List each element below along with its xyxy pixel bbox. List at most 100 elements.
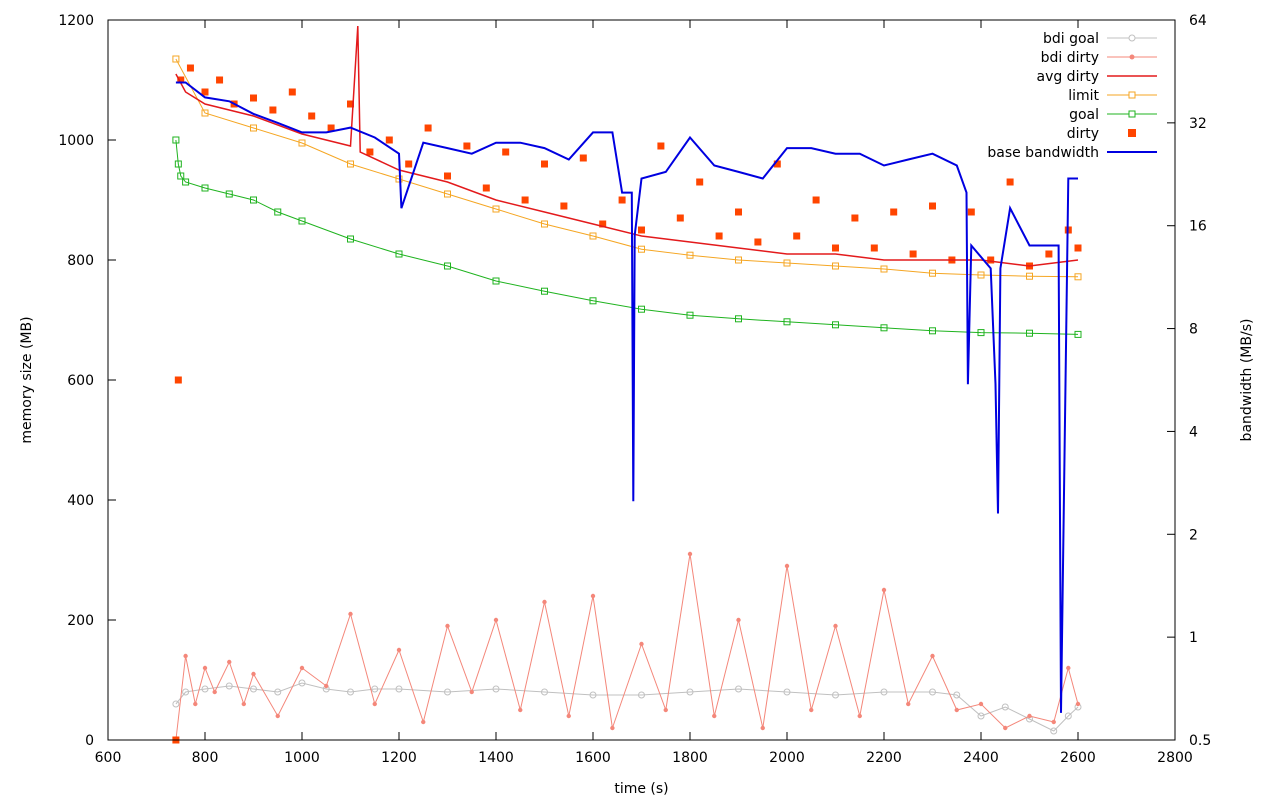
data-point: [754, 238, 762, 246]
data-point: [639, 641, 644, 647]
data-point: [541, 688, 548, 696]
data-point: [1026, 329, 1033, 337]
data-point: [492, 685, 500, 693]
y2-tick-label: 8: [1189, 322, 1198, 338]
plot-frame: [107, 19, 1176, 741]
data-point: [275, 713, 280, 719]
data-point: [870, 244, 878, 252]
data-point: [395, 685, 403, 693]
data-point: [241, 701, 246, 707]
data-point: [1074, 273, 1082, 281]
series-line-goal: [175, 139, 1079, 335]
data-point: [687, 551, 693, 557]
legend-label: bdi goal: [1043, 31, 1099, 47]
series-line-bdi-goal: [175, 682, 1079, 732]
data-point: [715, 232, 723, 240]
data-point: [385, 136, 393, 144]
data-point: [250, 685, 257, 693]
data-point: [906, 701, 911, 707]
data-point: [1003, 725, 1008, 731]
data-point: [366, 148, 374, 156]
data-point: [298, 679, 306, 687]
data-point: [1051, 719, 1056, 725]
data-point: [172, 136, 180, 144]
data-point: [186, 64, 194, 72]
series-line-avg-dirty: [175, 25, 1079, 267]
data-point: [493, 617, 499, 623]
data-point: [348, 611, 353, 617]
data-point: [308, 112, 316, 120]
data-point: [929, 269, 936, 277]
data-point: [251, 671, 256, 677]
data-point: [502, 148, 510, 156]
legend-marker: [1129, 54, 1135, 60]
data-point: [541, 160, 548, 168]
data-point: [250, 124, 257, 132]
data-point: [1074, 330, 1082, 338]
series-avg-dirty: [175, 25, 1079, 267]
data-point: [929, 327, 936, 335]
data-point: [881, 587, 887, 593]
data-point: [424, 124, 432, 132]
data-point: [1026, 272, 1033, 280]
legend-label: limit: [1068, 88, 1099, 104]
data-point: [773, 160, 781, 168]
data-point: [216, 76, 224, 84]
data-point: [201, 109, 209, 117]
tick-labels: 600 800 1000 1200 1400 1600 1800 2000 2200 2400 26…: [58, 13, 1211, 766]
plot-area: [172, 25, 1082, 744]
data-point: [793, 232, 801, 240]
y2-tick-label: 64: [1189, 13, 1207, 29]
data-point: [832, 321, 839, 329]
x-tick-label: 1600: [575, 750, 611, 766]
data-point: [929, 202, 936, 210]
data-point: [638, 691, 645, 699]
legend-marker: [1128, 34, 1136, 42]
data-point: [760, 725, 765, 731]
x-tick-label: 2400: [963, 750, 999, 766]
y-tick-label: 600: [67, 373, 94, 389]
data-point: [657, 142, 665, 150]
y2-axis-title: bandwidth (MB/s): [1239, 319, 1255, 442]
y2-tick-label: 2: [1189, 527, 1198, 543]
data-point: [676, 214, 684, 222]
data-point: [953, 691, 961, 699]
x-tick-label: 2800: [1157, 750, 1193, 766]
data-point: [832, 244, 839, 252]
data-point: [880, 265, 888, 273]
data-point: [288, 88, 296, 96]
data-point: [735, 208, 742, 216]
data-point: [324, 683, 329, 689]
data-point: [977, 329, 985, 337]
data-point: [735, 685, 742, 693]
data-point: [735, 315, 742, 323]
data-point: [201, 685, 209, 693]
data-point: [638, 226, 645, 234]
data-point: [686, 251, 694, 259]
data-point: [347, 100, 354, 108]
data-point: [590, 593, 596, 599]
x-tick-label: 2600: [1060, 750, 1096, 766]
data-point: [212, 689, 217, 695]
data-point: [638, 245, 645, 253]
x-tick-label: 1400: [478, 750, 514, 766]
data-point: [541, 220, 548, 228]
data-point: [172, 55, 180, 63]
data-point: [444, 190, 451, 198]
data-point: [663, 707, 668, 713]
data-point: [183, 653, 188, 659]
data-point: [177, 172, 185, 180]
data-point: [566, 713, 571, 719]
y-axis-title: memory size (MB): [19, 316, 35, 443]
series-goal: [172, 136, 1082, 338]
data-point: [521, 196, 529, 204]
data-point: [832, 691, 839, 699]
data-point: [833, 623, 838, 629]
data-point: [1006, 178, 1014, 186]
x-tick-label: 1000: [284, 750, 320, 766]
data-point: [174, 160, 182, 168]
y-tick-label: 200: [67, 613, 94, 629]
data-point: [463, 142, 471, 150]
x-tick-label: 800: [192, 750, 219, 766]
x-tick-label: 2000: [769, 750, 805, 766]
